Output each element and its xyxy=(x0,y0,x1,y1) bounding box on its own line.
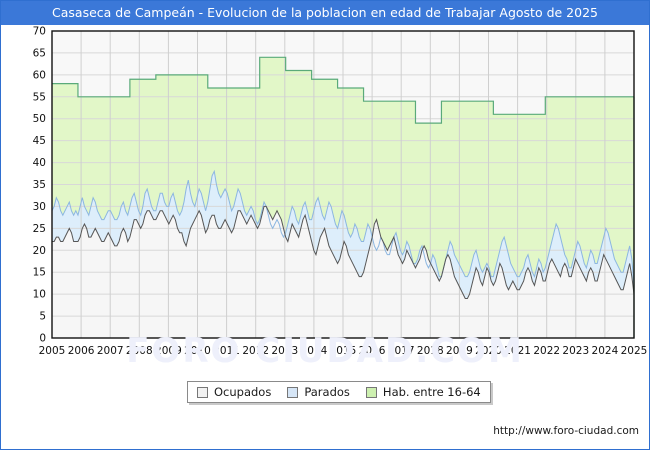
x-tick-label: 2020 xyxy=(475,345,502,357)
x-tick-label: 2023 xyxy=(562,345,589,357)
y-tick-label: 65 xyxy=(33,47,46,59)
x-tick-label: 2024 xyxy=(592,345,619,357)
chart-plot-container: 0 5 10 15 20 25 30 35 40 45 50 55 60 65 70 2005 2006 2007… xyxy=(1,25,649,449)
series-line-hab-16-64 xyxy=(52,56,634,124)
y-tick-label: 25 xyxy=(33,223,46,235)
x-tick-label: 2011 xyxy=(213,345,240,357)
chart-legend: Ocupados Parados Hab. entre 16-64 xyxy=(187,381,491,403)
x-tick-label: 2019 xyxy=(446,345,473,357)
x-tick-label: 2005 xyxy=(39,345,66,357)
y-tick-label: 45 xyxy=(33,135,46,147)
legend-swatch-parados xyxy=(287,386,299,398)
x-tick-label: 2012 xyxy=(242,345,269,357)
x-tick-label: 2025 xyxy=(621,345,648,357)
legend-label-parados: Parados xyxy=(304,385,350,399)
page-title: Casaseca de Campeán - Evolucion de la po… xyxy=(52,5,598,20)
legend-label-ocupados: Ocupados xyxy=(214,385,272,399)
y-axis-labels: 0 5 10 15 20 25 30 35 40 45 50 55 60 65 70 xyxy=(33,26,46,345)
x-tick-label: 2008 xyxy=(126,345,153,357)
x-tick-label: 2015 xyxy=(330,345,357,357)
y-tick-label: 60 xyxy=(33,69,46,81)
legend-label-hab-16-64: Hab. entre 16-64 xyxy=(382,385,481,399)
y-tick-label: 40 xyxy=(33,157,46,169)
x-tick-label: 2018 xyxy=(417,345,444,357)
y-tick-label: 70 xyxy=(33,26,46,38)
series-line-ocupados xyxy=(52,205,635,300)
x-tick-label: 2006 xyxy=(68,345,95,357)
legend-item-parados[interactable]: Parados xyxy=(287,385,350,399)
x-axis-labels: 2005 2006 2007 2008 2009 2010 2011 2012 2013 2014… xyxy=(39,345,648,357)
y-tick-label: 0 xyxy=(39,333,46,345)
x-tick-label: 2016 xyxy=(359,345,386,357)
grid-lines xyxy=(52,30,635,338)
series-line-parados xyxy=(51,169,635,286)
plot-frame xyxy=(51,30,635,339)
x-tick-label: 2021 xyxy=(504,345,531,357)
x-tick-label: 2010 xyxy=(184,345,211,357)
y-tick-label: 35 xyxy=(33,179,46,191)
x-tick-label: 2013 xyxy=(271,345,298,357)
x-tick-label: 2009 xyxy=(155,345,182,357)
x-tick-label: 2007 xyxy=(97,345,124,357)
x-tick-label: 2017 xyxy=(388,345,415,357)
y-tick-label: 30 xyxy=(33,201,46,213)
y-tick-label: 50 xyxy=(33,113,46,125)
source-url[interactable]: http://www.foro-ciudad.com xyxy=(493,425,639,437)
window-title-bar: Casaseca de Campeán - Evolucion de la po… xyxy=(1,1,649,25)
y-tick-label: 10 xyxy=(33,289,46,301)
y-tick-label: 5 xyxy=(39,311,46,323)
legend-swatch-ocupados xyxy=(197,386,208,398)
legend-swatch-hab-16-64 xyxy=(365,386,377,398)
y-tick-label: 20 xyxy=(33,245,46,257)
legend-item-ocupados[interactable]: Ocupados xyxy=(197,385,271,399)
x-tick-label: 2014 xyxy=(301,345,328,357)
x-tick-label: 2022 xyxy=(533,345,560,357)
y-tick-label: 15 xyxy=(33,267,46,279)
y-tick-label: 55 xyxy=(33,91,46,103)
legend-item-hab-16-64[interactable]: Hab. entre 16-64 xyxy=(365,385,481,399)
